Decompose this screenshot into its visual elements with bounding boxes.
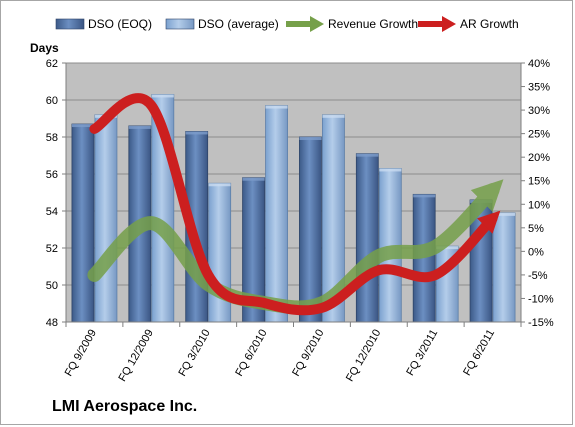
left-tick-label: 52 — [46, 243, 58, 255]
right-tick-label: 25% — [528, 129, 550, 141]
legend-revenue-growth-arrowhead — [310, 16, 324, 32]
bar-dso-eoq — [355, 153, 379, 323]
right-tick-label: 20% — [528, 152, 550, 164]
right-tick-label: 5% — [528, 223, 544, 235]
bar-top-average — [208, 183, 231, 187]
right-tick-label: 35% — [528, 82, 550, 94]
x-tick-label: FQ 9/2009 — [63, 328, 99, 379]
right-tick-label: 30% — [528, 105, 550, 117]
right-tick-label: -15% — [528, 317, 554, 329]
x-tick-label: FQ 9/2010 — [290, 328, 326, 379]
right-tick-label: -10% — [528, 293, 554, 305]
bar-top-average — [436, 246, 459, 250]
company-name: LMI Aerospace Inc. — [52, 398, 198, 415]
bar-top-eoq — [356, 153, 379, 157]
bar-top-eoq — [128, 125, 151, 129]
x-tick-label: FQ 12/2009 — [116, 328, 155, 384]
bar-dso-eoq — [71, 123, 95, 323]
bar-top-average — [151, 94, 174, 98]
bar-dso-average — [492, 212, 516, 323]
x-tick-label: FQ 6/2011 — [461, 328, 497, 378]
bar-top-average — [322, 114, 345, 118]
x-tick-label: FQ 3/2011 — [404, 328, 440, 378]
legend-dso-average-label: DSO (average) — [198, 17, 279, 31]
bar-top-eoq — [185, 131, 208, 135]
bar-dso-eoq — [299, 136, 322, 323]
right-tick-label: -5% — [528, 270, 548, 282]
legend-ar-growth-arrowhead — [442, 16, 456, 32]
ar-growth-line — [89, 93, 501, 316]
right-tick-label: 0% — [528, 246, 544, 258]
left-tick-label: 60 — [46, 95, 58, 107]
bar-dso-average — [265, 105, 288, 323]
x-tick-label: FQ 6/2010 — [233, 328, 269, 379]
left-tick-label: 62 — [46, 58, 58, 70]
legend-dso-eoq-label: DSO (EOQ) — [88, 17, 152, 31]
bar-top-average — [493, 212, 516, 216]
right-tick-label: 40% — [528, 58, 550, 70]
legend-dso-eoq-swatch — [55, 18, 85, 30]
right-tick-label: 15% — [528, 176, 550, 188]
left-tick-label: 50 — [46, 280, 58, 292]
legend-ar-growth-label: AR Growth — [460, 17, 519, 31]
y-left-axis-title: Days — [30, 41, 59, 55]
growth-lines — [87, 93, 504, 316]
legend: DSO (EOQ) DSO (average) Revenue Growth AR G… — [55, 16, 519, 32]
legend-revenue-growth-label: Revenue Growth — [328, 17, 418, 31]
right-tick-label: 10% — [528, 199, 550, 211]
bar-top-eoq — [413, 194, 436, 198]
left-tick-label: 54 — [46, 206, 58, 218]
left-tick-label: 48 — [46, 317, 58, 329]
bar-top-average — [265, 105, 288, 109]
bar-top-eoq — [299, 137, 322, 140]
x-tick-label: FQ 12/2010 — [344, 328, 383, 384]
left-tick-label: 58 — [46, 132, 58, 144]
legend-dso-average-swatch — [165, 18, 195, 30]
bar-top-eoq — [71, 124, 94, 128]
bar-top-eoq — [242, 177, 265, 181]
x-tick-label: FQ 3/2010 — [176, 328, 212, 379]
left-tick-label: 56 — [46, 169, 58, 181]
bar-top-average — [379, 168, 402, 172]
bar-dso-average — [94, 114, 118, 323]
